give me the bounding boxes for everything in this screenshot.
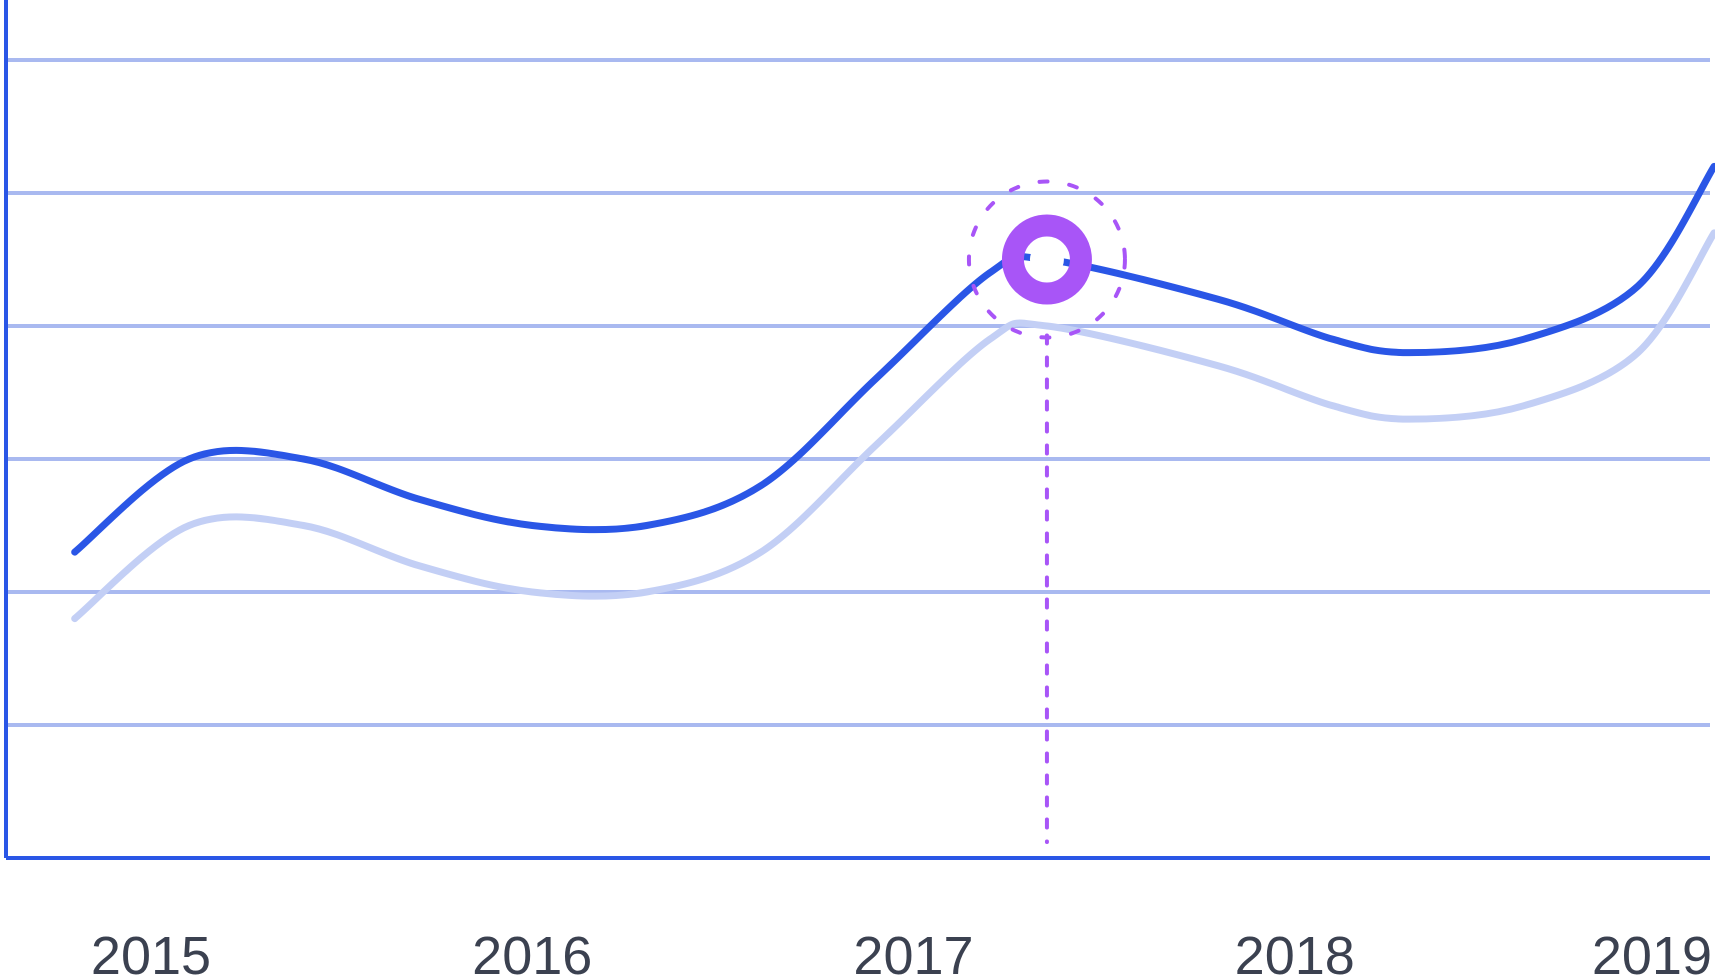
x-tick-label: 2016 bbox=[472, 926, 592, 980]
x-tick-labels: 2015 2016 2017 2018 2019 bbox=[91, 926, 1712, 980]
x-tick-label: 2015 bbox=[91, 926, 211, 980]
highlight-point bbox=[1001, 214, 1092, 305]
series-line-secondary bbox=[71, 229, 1715, 623]
series-line-primary bbox=[71, 162, 1715, 556]
x-tick-label: 2018 bbox=[1235, 926, 1355, 980]
highlight-halo bbox=[966, 179, 1127, 340]
x-tick-label: 2019 bbox=[1592, 926, 1712, 980]
axes bbox=[4, 0, 1710, 860]
highlight-marker bbox=[966, 179, 1127, 844]
highlight-point-center bbox=[1029, 242, 1064, 277]
x-tick-label: 2017 bbox=[853, 926, 973, 980]
series-lines bbox=[71, 162, 1715, 623]
